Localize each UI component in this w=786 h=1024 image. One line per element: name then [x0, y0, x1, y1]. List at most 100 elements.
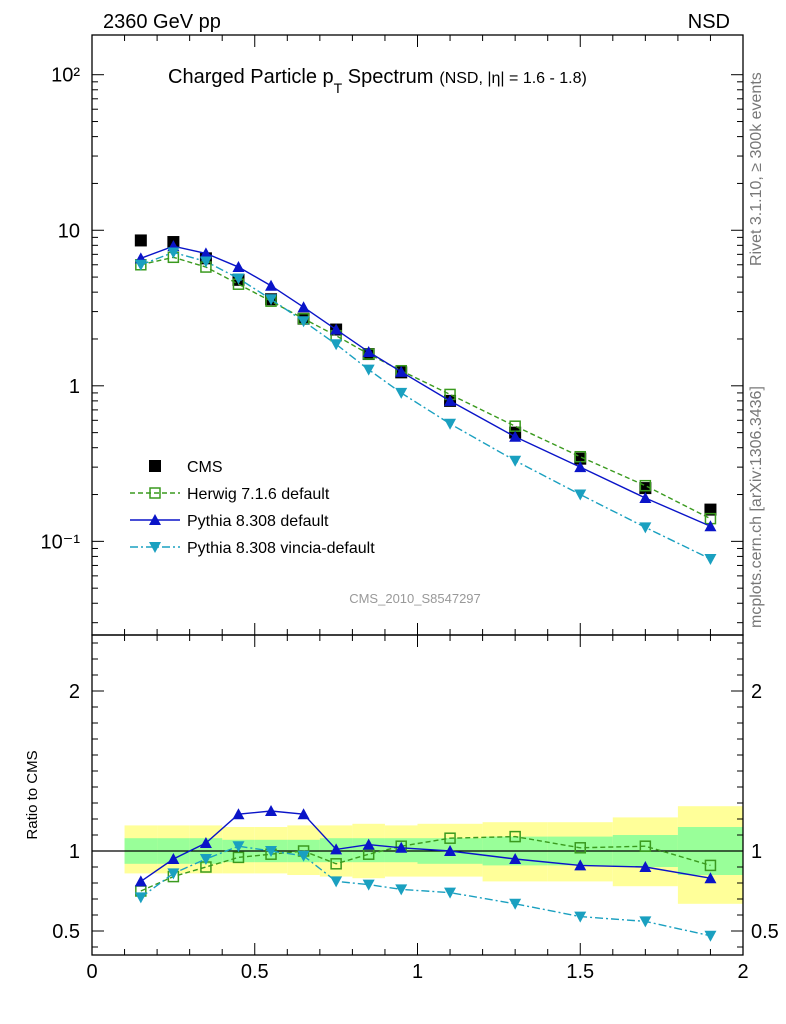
point-herwig — [509, 830, 521, 843]
point-pythia — [509, 430, 522, 442]
y-tick-label: 10⁻¹ — [41, 531, 81, 553]
x-tick-label: 0 — [86, 961, 97, 983]
y-tick-label: 10² — [51, 65, 80, 87]
point-pythia — [330, 843, 343, 855]
point-pythia — [297, 301, 310, 313]
y-tick-label: 1 — [69, 841, 80, 863]
point-pythia — [134, 875, 147, 887]
y-tick-label: 0.5 — [52, 921, 80, 943]
point-vincia — [574, 489, 587, 501]
point-pythia — [330, 323, 343, 335]
legend-label: CMS — [187, 459, 223, 476]
point-vincia — [232, 841, 245, 853]
point-herwig — [232, 851, 245, 864]
chart-title: Charged Particle pT Spectrum (NSD, |η| = … — [168, 66, 587, 96]
point-pythia — [574, 859, 587, 871]
point-pythia — [639, 491, 652, 503]
series-line-vincia — [140, 251, 711, 560]
point-vincia — [639, 916, 652, 928]
legend-marker-pythia — [149, 514, 161, 525]
point-vincia — [444, 887, 457, 899]
point-pythia — [395, 365, 408, 377]
point-vincia — [134, 892, 147, 904]
legend-marker-data — [149, 460, 161, 472]
point-vincia — [704, 930, 717, 942]
chart-title-sub: T — [334, 80, 343, 96]
series-line-herwig — [140, 256, 711, 520]
x-tick-label: 1.5 — [566, 961, 594, 983]
point-vincia — [265, 846, 278, 857]
y-tick-label: 1 — [69, 376, 80, 398]
point-pythia — [232, 261, 245, 273]
series-line-pythia — [140, 810, 711, 882]
point-vincia — [395, 387, 408, 399]
x-tick-label: 2 — [737, 961, 748, 983]
ratio-ylabel: Ratio to CMS — [24, 750, 41, 839]
point-vincia — [134, 259, 147, 271]
point-pythia — [265, 279, 278, 291]
series-line-pythia — [140, 245, 711, 527]
point-herwig — [639, 479, 652, 492]
point-herwig — [704, 859, 717, 872]
point-pythia — [199, 837, 212, 848]
point-vincia — [639, 522, 652, 534]
point-vincia — [330, 339, 343, 351]
point-vincia — [330, 876, 343, 888]
y-tick-label: 10 — [58, 220, 80, 242]
series-line-vincia — [140, 845, 711, 937]
point-pythia — [297, 808, 310, 820]
point-vincia — [167, 247, 180, 259]
legend-label: Herwig 7.1.6 default — [187, 486, 330, 503]
point-vincia — [509, 455, 522, 467]
x-tick-label: 0.5 — [241, 961, 269, 983]
point-pythia — [167, 853, 180, 864]
point-pythia — [395, 841, 408, 853]
point-vincia — [362, 879, 375, 891]
rivet-label: Rivet 3.1.10, ≥ 300k events — [748, 72, 765, 266]
point-pythia — [509, 853, 522, 864]
point-vincia — [509, 898, 522, 910]
point-vincia — [199, 854, 212, 865]
point-pythia — [639, 861, 652, 872]
point-vincia — [574, 911, 587, 923]
ratio-panel: 0.5 0.5 1 1 2 2 0 0.5 1 1.5 2 — [52, 634, 779, 983]
point-data — [134, 234, 147, 247]
legend-label: Pythia 8.308 default — [187, 513, 329, 530]
y-tick-label-right: 2 — [751, 681, 762, 703]
point-pythia — [444, 845, 457, 856]
point-herwig — [330, 858, 342, 870]
point-vincia — [444, 418, 457, 430]
legend-marker-herwig — [149, 487, 161, 499]
legend-label: Pythia 8.308 vincia-default — [187, 540, 375, 557]
point-pythia — [362, 345, 375, 357]
point-vincia — [265, 294, 278, 306]
point-pythia — [574, 461, 587, 473]
point-vincia — [704, 554, 717, 566]
watermark: CMS_2010_S8547297 — [349, 591, 481, 606]
point-pythia — [704, 520, 717, 532]
chart-title-rest: Spectrum — [342, 66, 433, 88]
main-panel: 10⁻¹ 1 10 10² CMS Herwig 7.1.6 default Pythia … — [41, 34, 744, 636]
legend-marker-vincia — [149, 542, 161, 553]
point-vincia — [395, 884, 408, 896]
x-tick-label: 1 — [412, 961, 423, 983]
point-vincia — [232, 273, 245, 285]
y-tick-label-right: 1 — [751, 841, 762, 863]
y-tick-label: 2 — [69, 681, 80, 703]
point-data — [704, 503, 717, 516]
point-herwig — [639, 840, 652, 852]
point-herwig — [444, 832, 456, 844]
chart-title-main: Charged Particle p — [168, 66, 334, 88]
point-pythia — [444, 394, 457, 406]
header-left: 2360 GeV pp — [103, 11, 221, 33]
header-right: NSD — [688, 11, 730, 33]
point-herwig — [574, 842, 586, 854]
point-pythia — [704, 872, 717, 884]
point-vincia — [199, 256, 212, 268]
mcplots-label: mcplots.cern.ch [arXiv:1306.3436] — [748, 386, 765, 628]
point-vincia — [167, 868, 180, 880]
point-pythia — [232, 808, 245, 820]
chart-title-extra: (NSD, |η| = 1.6 - 1.8) — [439, 70, 586, 87]
point-pythia — [265, 805, 278, 816]
